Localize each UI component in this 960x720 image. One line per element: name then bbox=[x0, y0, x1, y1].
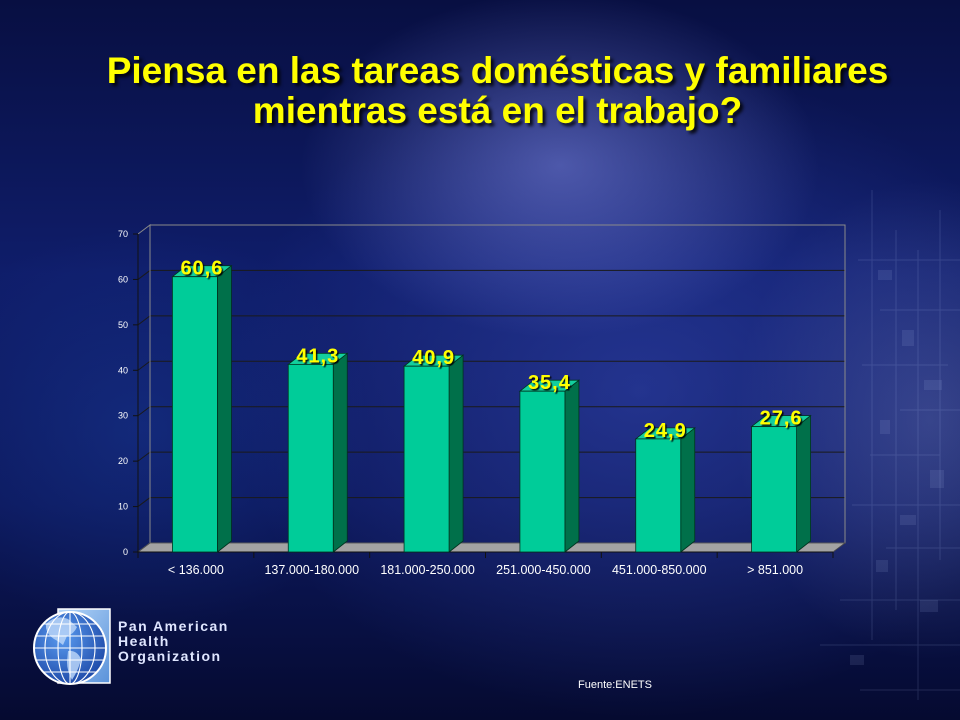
y-tick-label: 60 bbox=[118, 274, 128, 284]
bar bbox=[171, 264, 233, 553]
plot-walls bbox=[137, 224, 846, 553]
source-note: Fuente:ENETS bbox=[578, 679, 652, 691]
bar-front bbox=[403, 365, 450, 553]
circuit-chips bbox=[850, 270, 944, 665]
logo-line-2: Health bbox=[118, 633, 170, 649]
gridline-side bbox=[137, 406, 151, 417]
bar bbox=[634, 427, 696, 553]
data-label: 27,6 bbox=[760, 408, 803, 430]
data-label: 40,9 bbox=[412, 347, 455, 369]
bar-front bbox=[172, 276, 218, 553]
bar-front bbox=[751, 426, 797, 553]
x-tick-label: 181.000-250.000 bbox=[380, 563, 475, 577]
side-wall bbox=[137, 224, 151, 553]
logo-line-1: Pan American bbox=[118, 618, 229, 634]
y-tick-label: 10 bbox=[118, 502, 128, 512]
slide-title: Piensa en las tareas domésticas y famili… bbox=[35, 51, 960, 131]
chart-floor bbox=[136, 542, 847, 553]
data-label: 35,4 bbox=[528, 372, 571, 394]
slide-title-line-1: Piensa en las tareas domésticas y famili… bbox=[106, 50, 889, 91]
y-tick-label: 70 bbox=[118, 229, 128, 239]
logo-wordmark: Pan American Health Organization bbox=[118, 619, 229, 664]
gridline-side bbox=[137, 497, 151, 507]
bar-front bbox=[519, 390, 566, 553]
y-tick-label: 20 bbox=[118, 456, 128, 466]
bar bbox=[518, 379, 581, 553]
y-tick-label: 30 bbox=[118, 411, 128, 421]
gridline-side bbox=[137, 270, 151, 280]
gridline-side bbox=[137, 451, 151, 462]
paho-logo bbox=[33, 608, 111, 685]
logo-line-3: Organization bbox=[118, 648, 222, 664]
data-label: 41,3 bbox=[296, 345, 339, 367]
circuit-lines bbox=[820, 190, 960, 700]
data-label: 24,9 bbox=[644, 420, 687, 442]
y-tick-label: 40 bbox=[118, 365, 128, 375]
bar bbox=[287, 352, 349, 553]
data-label: 60,6 bbox=[180, 258, 223, 280]
gridline-side bbox=[137, 360, 151, 371]
x-tick-label: > 851.000 bbox=[747, 563, 803, 577]
bar-front bbox=[287, 363, 334, 553]
slide-title-line-2: mientras está en el trabajo? bbox=[252, 90, 743, 131]
bar-side bbox=[448, 354, 464, 553]
x-tick-label: 251.000-450.000 bbox=[496, 563, 591, 577]
gridline-side bbox=[137, 315, 151, 326]
bar-front bbox=[635, 438, 682, 553]
y-tick-label: 50 bbox=[118, 320, 128, 330]
gridlines bbox=[137, 269, 845, 507]
x-tick-label: 137.000-180.000 bbox=[264, 563, 359, 577]
y-tick-label: 0 bbox=[123, 547, 128, 557]
bar-side bbox=[680, 427, 696, 553]
bar bbox=[402, 354, 465, 553]
x-tick-label: < 136.000 bbox=[168, 563, 224, 577]
back-wall bbox=[149, 224, 846, 544]
bar-side bbox=[796, 414, 811, 553]
bar-side bbox=[564, 379, 580, 553]
x-tick-label: 451.000-850.000 bbox=[612, 563, 707, 577]
bar-side bbox=[217, 264, 232, 553]
bar-side bbox=[332, 352, 348, 553]
bar bbox=[750, 414, 812, 553]
globe-icon bbox=[33, 611, 107, 685]
